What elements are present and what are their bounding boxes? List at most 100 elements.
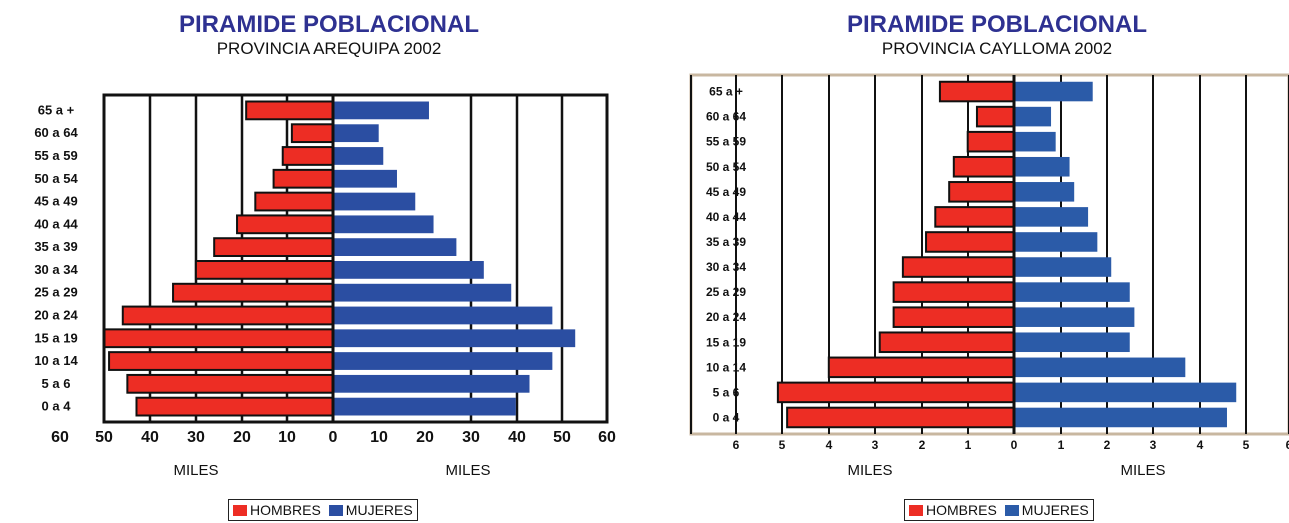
category-label: 15 a 19	[706, 335, 746, 349]
category-label: 0 a 4	[42, 399, 72, 414]
bar-hombres	[135, 396, 334, 417]
category-label: 20 a 24	[34, 307, 78, 322]
x-axis-label-left: MILES	[173, 462, 218, 479]
chart-1-subtitle: PROVINCIA AREQUIPA 2002	[216, 39, 442, 58]
bar-mujeres	[1014, 332, 1130, 353]
legend-label-hombres: HOMBRES	[250, 502, 321, 518]
legend-item-hombres: HOMBRES	[233, 502, 321, 518]
x-tick-label: 5	[1243, 438, 1250, 452]
legend-swatch-mujeres	[1004, 504, 1019, 516]
category-label: 45 a 49	[706, 185, 746, 199]
category-label: 25 a 29	[706, 285, 746, 299]
category-label: 0 a 4	[713, 410, 740, 424]
bar-mujeres	[333, 397, 516, 416]
x-tick-label: 20	[233, 429, 251, 446]
category-label: 55 a 59	[34, 148, 77, 163]
bar-mujeres	[1014, 257, 1112, 277]
bar-hombres	[892, 306, 1015, 328]
legend-item-mujeres: MUJERES	[1004, 502, 1089, 518]
category-label: 60 a 64	[706, 110, 746, 124]
bar-mujeres	[333, 101, 429, 120]
bar-mujeres	[1014, 131, 1056, 152]
bar-hombres	[121, 305, 334, 326]
category-label: 35 a 39	[706, 235, 746, 249]
x-tick-label: 40	[508, 429, 526, 446]
bar-mujeres	[1014, 207, 1089, 227]
chart-2-title: PIRAMIDE POBLACIONAL	[847, 11, 1147, 38]
category-label: 5 a 6	[713, 385, 740, 399]
category-label: 55 a 59	[706, 135, 746, 149]
x-tick-label: 50	[553, 429, 571, 446]
bar-mujeres	[333, 352, 553, 370]
category-label: 50 a 54	[706, 160, 746, 174]
bar-mujeres	[333, 374, 530, 393]
bar-mujeres	[333, 169, 397, 188]
category-label: 35 a 39	[34, 239, 77, 254]
plot-frame	[102, 93, 609, 424]
bar-mujeres	[1014, 156, 1070, 177]
bar-hombres	[245, 100, 334, 121]
bar-mujeres	[1014, 106, 1052, 127]
bar-mujeres	[333, 192, 416, 211]
legend-swatch-mujeres	[328, 504, 343, 516]
bar-hombres	[966, 130, 1016, 153]
bar-mujeres	[1014, 282, 1130, 302]
category-label: 15 a 19	[34, 330, 77, 345]
category-label: 50 a 54	[34, 171, 78, 186]
x-tick-label: 3	[1150, 438, 1157, 452]
legend-swatch-hombres	[233, 504, 247, 516]
legend-item-hombres: HOMBRES	[909, 502, 997, 518]
x-tick-label: 5	[779, 438, 786, 452]
category-label: 25 a 29	[34, 285, 77, 300]
bar-hombres	[194, 260, 334, 280]
x-tick-label: 2	[1104, 438, 1111, 452]
bar-mujeres	[333, 238, 457, 256]
category-label: 65 a +	[709, 85, 743, 99]
x-tick-label: 6	[1286, 438, 1289, 452]
chart-1-legend: HOMBRES MUJERES	[228, 499, 418, 521]
legend-swatch-hombres	[909, 504, 923, 516]
bar-hombres	[172, 282, 334, 303]
bar-mujeres	[333, 147, 384, 165]
x-axis-label-right: MILES	[445, 462, 490, 479]
bar-hombres	[776, 381, 1015, 404]
x-tick-label: 1	[965, 438, 972, 452]
bar-hombres	[827, 356, 1015, 379]
bar-mujeres	[333, 283, 512, 302]
bar-hombres	[236, 214, 334, 235]
legend-item-mujeres: MUJERES	[328, 502, 413, 518]
bar-hombres	[786, 406, 1015, 429]
bar-mujeres	[333, 329, 576, 348]
x-tick-label: 6	[733, 438, 740, 452]
x-tick-label: 10	[278, 429, 296, 446]
category-label: 40 a 44	[706, 210, 746, 224]
bar-mujeres	[1014, 182, 1075, 202]
category-label: 5 a 6	[42, 376, 71, 391]
bar-hombres	[126, 373, 334, 394]
bar-hombres	[281, 146, 335, 166]
x-tick-label: 30	[187, 429, 205, 446]
bar-mujeres	[1014, 357, 1186, 378]
bar-mujeres	[1014, 407, 1227, 428]
chart-2-subtitle: PROVINCIA CAYLLOMA 2002	[881, 39, 1113, 58]
chart-2-legend: HOMBRES MUJERES	[904, 499, 1094, 521]
bar-hombres	[934, 206, 1015, 228]
bar-hombres	[103, 328, 334, 349]
x-tick-label: 1	[1058, 438, 1065, 452]
bar-hombres	[272, 168, 334, 189]
category-label: 65 a +	[38, 102, 75, 117]
bar-hombres	[213, 237, 334, 257]
bar-mujeres	[1014, 307, 1135, 327]
x-tick-label: 30	[462, 429, 480, 446]
category-label: 40 a 44	[34, 216, 78, 231]
bar-mujeres	[1014, 81, 1093, 102]
bar-hombres	[952, 155, 1015, 178]
category-label: 60 a 64	[34, 125, 78, 140]
bar-mujeres	[1014, 382, 1237, 403]
bar-hombres	[108, 351, 334, 371]
x-tick-label: 4	[826, 438, 833, 452]
bar-mujeres	[333, 215, 434, 234]
x-tick-label: 0	[1011, 438, 1018, 452]
legend-label-hombres: HOMBRES	[926, 502, 997, 518]
